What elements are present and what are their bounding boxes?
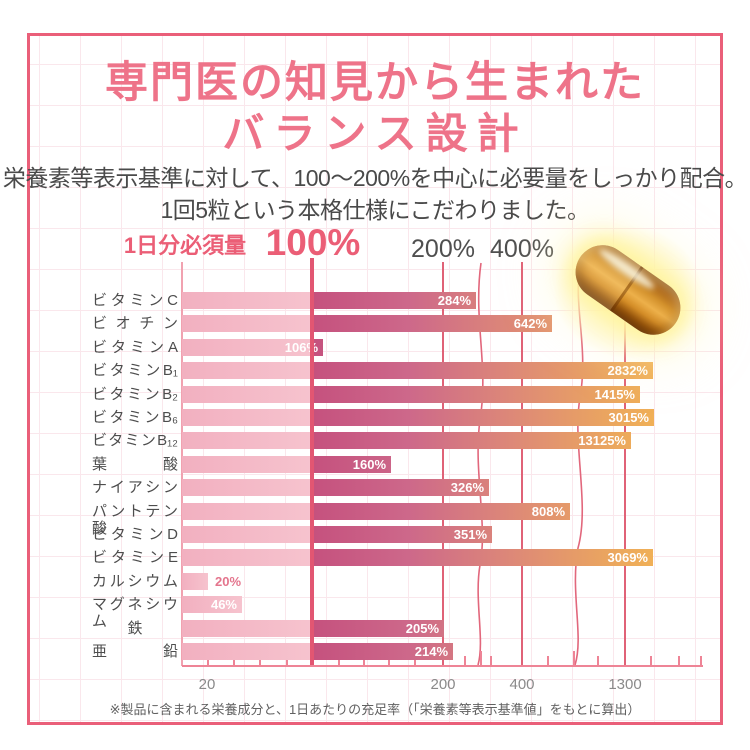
bar-value-label: 284%: [437, 293, 471, 308]
x-axis-label-1300: 1300: [608, 676, 642, 693]
bar-segment-light: [182, 292, 312, 309]
bar-segment-light: [182, 432, 312, 449]
bar-value-label: 106%: [284, 340, 318, 355]
x-axis-label-200: 200: [430, 676, 456, 693]
row-label: 葉酸: [92, 456, 178, 473]
bar-segment-light: [182, 479, 312, 496]
axis-tick: [233, 656, 235, 665]
page-title-line1: 専門医の知見から生まれた: [105, 58, 645, 108]
bar-segment-light: [182, 549, 312, 566]
row-label: ビタミンA: [92, 339, 178, 356]
axis-tick: [464, 656, 466, 665]
bar-segment-dark: [312, 409, 654, 426]
bar-value-label: 1415%: [594, 387, 635, 402]
bar-segment-dark: [312, 643, 453, 660]
bar-value-label: 13125%: [578, 433, 626, 448]
row-label: ビタミンB₂: [92, 386, 178, 403]
bar-segment-light: [182, 503, 312, 520]
bar-segment-light: [182, 386, 312, 403]
x-axis-line: [182, 665, 703, 667]
bar-segment-dark: [312, 549, 653, 566]
axis-tick: [286, 656, 288, 665]
row-label: パントテン酸: [92, 503, 178, 537]
row-label: 亜鉛: [92, 643, 178, 660]
axis-tick: [650, 656, 652, 665]
bar-value-label: 20%: [215, 574, 242, 589]
page-title-line2: バランス設計: [222, 109, 528, 158]
bar-segment-dark: [312, 339, 323, 356]
legend-daily-required-label: 1日分必須量: [123, 233, 247, 258]
row-label: マグネシウム: [92, 596, 178, 630]
x-axis-label-400: 400: [509, 676, 535, 693]
bar-segment-light: [182, 573, 208, 590]
axis-tick: [678, 656, 680, 665]
subtitle-line1: 栄養素等表示基準に対して、100〜200%を中心に必要量をしっかり配合。: [2, 165, 748, 191]
bar-segment-light: [182, 362, 312, 379]
footnote: ※製品に含まれる栄養成分と、1日あたりの充足率（「栄養素等表示基準値」をもとに算…: [109, 702, 641, 717]
axis-tick: [207, 656, 209, 665]
axis-tick: [388, 656, 390, 665]
row-label: ビタミンE: [92, 549, 178, 566]
axis-tick: [259, 656, 261, 665]
bar-value-label: 808%: [531, 504, 565, 519]
bar-value-label: 3069%: [607, 550, 648, 565]
gridline-400pct: [521, 262, 523, 666]
row-label: ビオチン: [92, 315, 178, 332]
gridline-200pct: [442, 262, 444, 666]
axis-tick: [338, 656, 340, 665]
row-label: ビタミンD: [92, 526, 178, 543]
bar-segment-light: [182, 409, 312, 426]
bar-value-label: 351%: [453, 527, 487, 542]
bar-segment-dark: [312, 386, 640, 403]
bar-segment-dark: [312, 432, 631, 449]
axis-tick: [700, 656, 702, 665]
axis-label-200pct: 200%: [411, 235, 475, 263]
bar-segment-light: [182, 596, 242, 613]
axis-tick-long: [573, 651, 575, 665]
bar-segment-light: [182, 315, 312, 332]
reference-line-100pct: [310, 258, 314, 666]
bar-value-label: 3015%: [608, 410, 649, 425]
subtitle-line2: 1回5粒という本格仕様にこだわりました。: [160, 197, 590, 223]
row-label: ビタミンB₁₂: [92, 432, 178, 449]
bar-value-label: 205%: [405, 621, 439, 636]
axis-tick: [547, 656, 549, 665]
row-label: カルシウム: [92, 573, 178, 590]
bar-segment-dark: [312, 292, 476, 309]
bar-segment-light: [182, 526, 312, 543]
bar-value-label: 160%: [352, 457, 386, 472]
bar-segment-light: [182, 456, 312, 473]
row-label: ビタミンB₁: [92, 362, 178, 379]
bar-segment-dark: [312, 315, 552, 332]
axis-tick-long: [480, 651, 482, 665]
bar-value-label: 326%: [450, 480, 484, 495]
x-axis-label-20: 20: [198, 676, 216, 693]
row-label: ナイアシン: [92, 479, 178, 496]
row-label: ビタミンC: [92, 292, 178, 309]
row-label: ビタミンB₆: [92, 409, 178, 426]
card-background: [27, 33, 723, 725]
axis-tick: [414, 656, 416, 665]
axis-tick: [363, 656, 365, 665]
axis-label-100pct: 100%: [265, 222, 361, 263]
bar-segment-dark: [312, 456, 391, 473]
gridline-1300pct: [624, 262, 626, 666]
bar-segment-light: [182, 643, 312, 660]
bar-segment-dark: [312, 526, 492, 543]
bar-value-label: 214%: [414, 644, 448, 659]
axis-tick: [597, 656, 599, 665]
bar-segment-dark: [312, 479, 489, 496]
bar-segment-dark: [312, 620, 444, 637]
axis-tick: [490, 656, 492, 665]
row-label: 鉄: [127, 620, 143, 637]
bar-segment-light: [182, 620, 312, 637]
bar-value-label: 46%: [210, 597, 237, 612]
bar-segment-dark: [312, 503, 570, 520]
bar-segment-light: [182, 339, 312, 356]
